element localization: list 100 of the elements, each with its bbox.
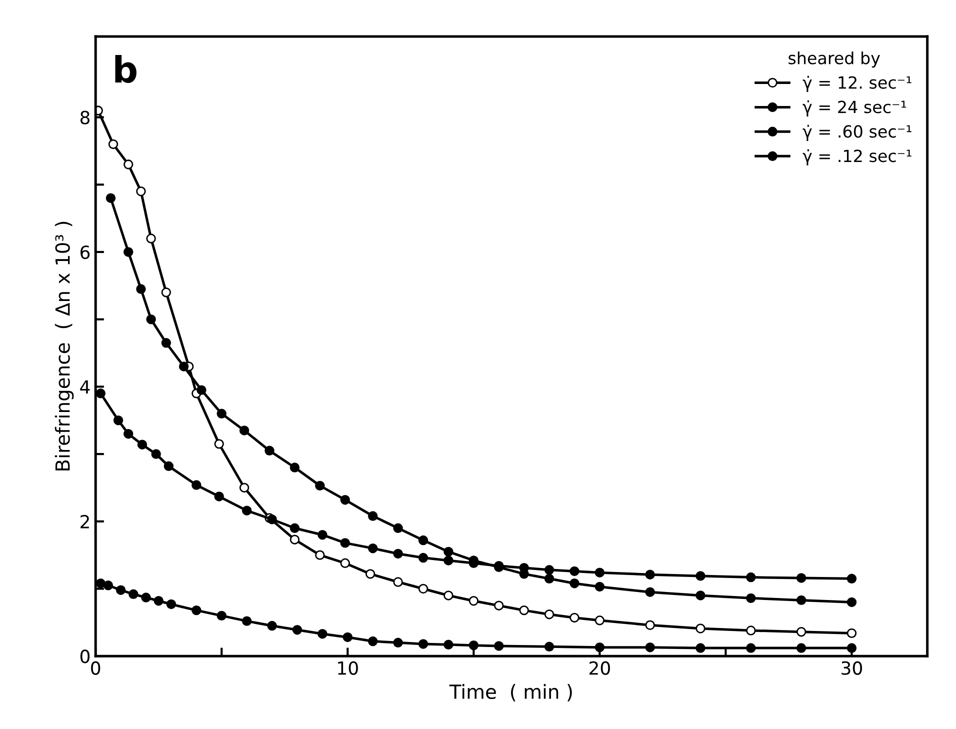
point [746,643,756,653]
point [137,440,148,450]
point [124,428,134,439]
point [418,639,428,649]
point [365,569,376,579]
annotation: b [115,55,136,83]
point [342,632,352,642]
legend-label: γ̇ = .60 sec⁻¹ [802,124,912,141]
point [494,641,504,651]
point [368,636,378,646]
point [242,506,252,516]
point [393,577,403,587]
legend-label: γ̇ = .12 sec⁻¹ [802,149,912,166]
point [796,595,806,606]
point [594,642,605,652]
point [544,642,554,652]
point [216,610,226,621]
point [146,234,156,244]
x-tick-label: 10 [338,661,358,675]
point [113,416,124,426]
legend-label: γ̇ = 24 sec⁻¹ [802,100,906,117]
point [106,193,116,203]
point [418,584,428,594]
point [393,548,403,559]
point [696,624,706,634]
point [796,573,806,583]
point [124,160,134,170]
point [796,643,806,653]
legend-title: sheared by [788,51,880,68]
point [141,592,151,602]
point [124,247,134,257]
point [196,385,206,395]
point [746,572,756,582]
x-axis-title: Time ( min ) [449,684,572,702]
point [108,139,118,150]
point [166,599,176,610]
point [544,565,554,575]
point [570,566,580,576]
point [161,288,172,298]
point [290,534,300,544]
point [570,578,580,588]
point [645,642,655,652]
point [290,523,300,533]
point [154,596,164,606]
point [846,574,857,584]
point [494,600,504,610]
point [645,620,655,630]
point [161,338,172,348]
point [318,629,328,639]
point [290,462,300,472]
point [796,626,806,637]
point [368,511,378,521]
point [315,480,325,491]
point [645,570,655,580]
point [103,580,114,590]
point [746,593,756,604]
point [136,284,146,294]
y-tick-label: 0 [80,650,90,664]
point [594,582,605,592]
point [519,605,529,616]
point [746,626,756,636]
point [146,314,156,324]
y-tick-label: 2 [80,514,89,528]
point [570,612,580,623]
point [468,640,479,650]
point [696,571,706,581]
point [315,550,325,560]
point [192,605,202,616]
point [292,624,302,635]
point [393,523,403,533]
point [340,494,350,505]
point [267,620,277,631]
point [128,589,138,599]
point [136,186,146,196]
y-tick-label: 4 [80,380,90,394]
point [444,590,454,600]
point [267,514,277,524]
point [214,439,224,449]
point [444,556,454,566]
point [214,492,224,502]
point [544,609,554,620]
point [468,596,479,606]
point [594,616,605,626]
point [846,643,857,653]
point [178,362,189,372]
point [151,449,161,459]
point [444,546,454,557]
point [846,628,857,638]
point [340,558,350,568]
y-tick-label: 6 [80,245,90,260]
point [216,408,226,418]
point [846,597,857,608]
point [368,543,378,554]
point [594,568,605,578]
point [418,535,428,546]
legend-label: γ̇ = 12. sec⁻¹ [802,76,912,92]
y-axis-title: Birefringence ( Δn x 10³ ) [54,222,74,470]
point [239,426,250,436]
point [164,461,174,472]
point [418,552,428,563]
